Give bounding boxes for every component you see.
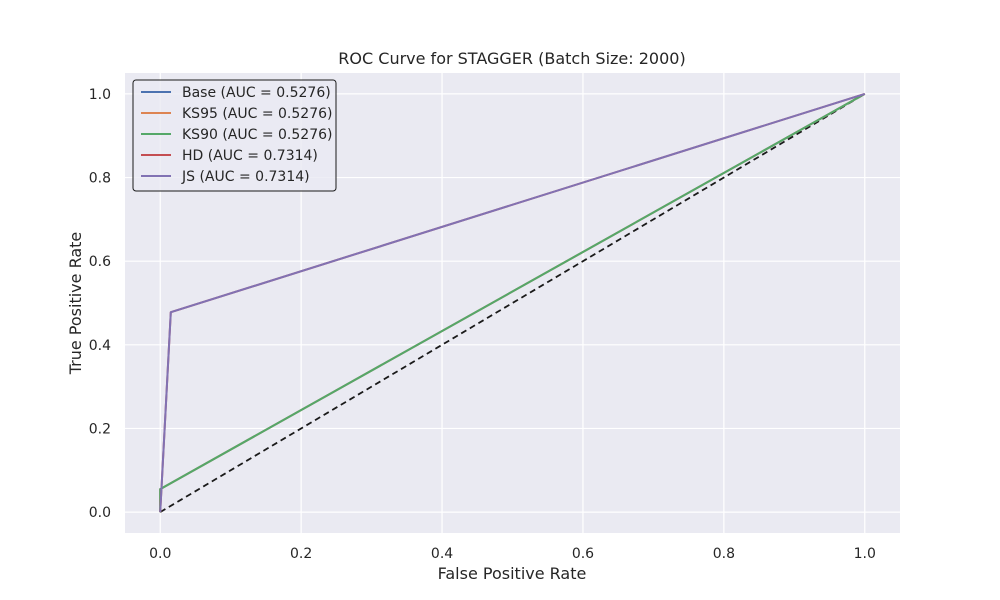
diagonal-reference-line [159,93,866,513]
y-tick-label: 0.2 [89,421,111,437]
legend-label-2: KS90 (AUC = 0.5276) [182,127,332,143]
y-tick-label: 0.4 [89,338,111,354]
grid-lines [125,73,900,533]
y-axis-title: True Positive Rate [66,232,85,376]
x-tick-label: 0.6 [572,546,594,562]
tick-labels: 0.0 0.2 0.4 0.6 0.8 1.0 0.0 0.2 0.4 0.6 0.8 1.0 [89,87,876,562]
x-tick-label: 1.0 [854,546,876,562]
x-tick-label: 0.4 [431,546,453,562]
y-tick-label: 0.0 [89,505,111,521]
y-tick-label: 0.8 [89,171,111,187]
legend-label-4: JS (AUC = 0.7314) [181,169,310,185]
legend-label-3: HD (AUC = 0.7314) [182,148,318,164]
x-tick-label: 0.8 [713,546,735,562]
x-tick-label: 0.2 [290,546,312,562]
y-tick-label: 1.0 [89,87,111,103]
series-lines [159,92,866,513]
series-line-4 [159,92,866,513]
x-tick-label: 0.0 [149,546,171,562]
legend-label-1: KS95 (AUC = 0.5276) [182,106,332,122]
x-axis-title: False Positive Rate [438,564,587,583]
legend-box [132,79,337,192]
y-tick-label: 0.6 [89,254,111,270]
chart-title: ROC Curve for STAGGER (Batch Size: 2000) [338,49,685,68]
legend-label-0: Base (AUC = 0.5276) [182,85,331,101]
legend: Base (AUC = 0.5276) KS95 (AUC = 0.5276) KS… [132,79,337,192]
